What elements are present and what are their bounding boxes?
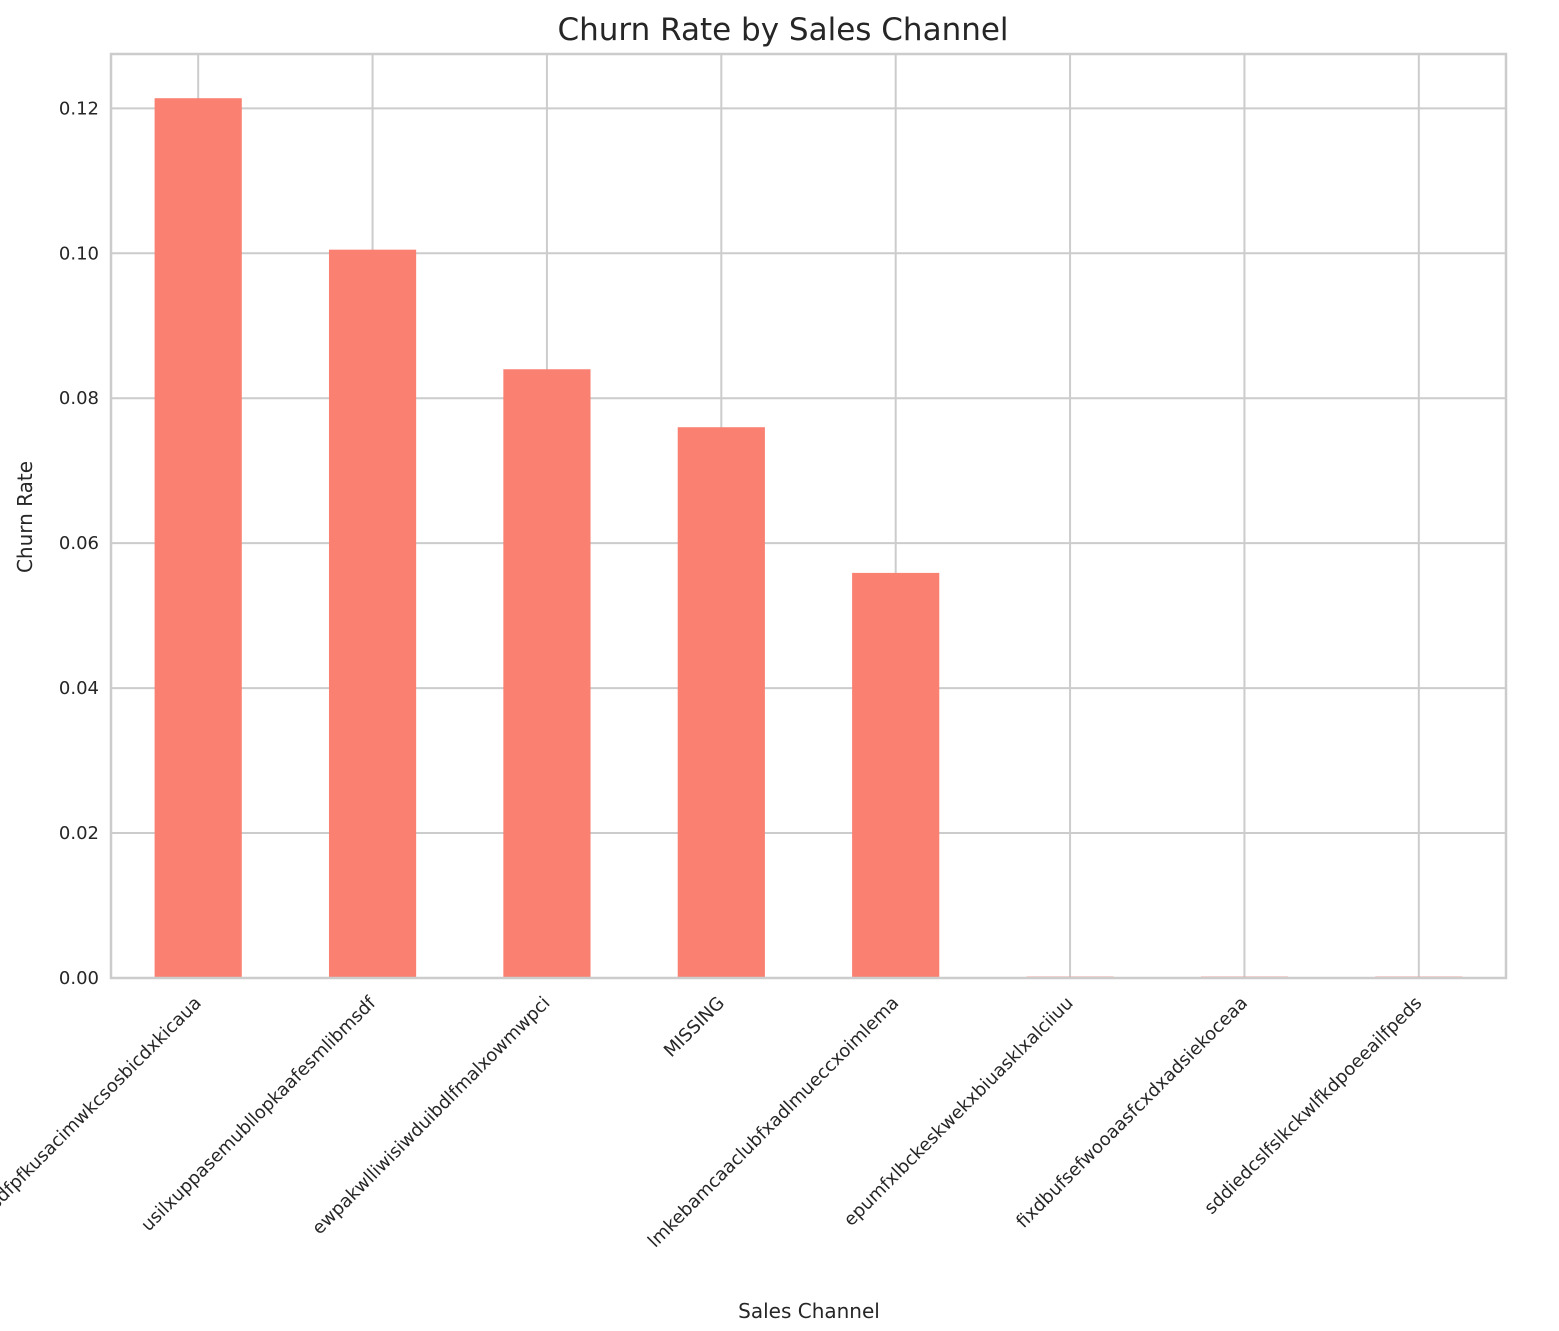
bar	[852, 572, 940, 978]
bar	[328, 249, 417, 978]
y-tick-label: 0.06	[59, 533, 99, 554]
y-axis-label: Churn Rate	[13, 461, 37, 573]
bar	[503, 369, 591, 978]
y-tick-label: 0.10	[59, 243, 99, 264]
grid-lines	[111, 54, 1506, 979]
bar	[677, 427, 765, 979]
x-tick-label: MISSING	[660, 993, 729, 1062]
x-axis-ticks: foosdfpfkusacimwkcsosbicdxkicauausilxupp…	[0, 992, 1426, 1252]
y-tick-label: 0.00	[59, 968, 99, 989]
y-tick-label: 0.08	[59, 388, 99, 409]
x-tick-label: sddiedcslfslkckwlfkdpoeeailfpeds	[1200, 993, 1426, 1219]
y-tick-label: 0.04	[59, 678, 99, 699]
x-axis-label: Sales Channel	[738, 1299, 880, 1323]
chart-title: Churn Rate by Sales Channel	[557, 12, 1008, 48]
bar	[154, 98, 242, 979]
plot-frame	[109, 52, 1508, 980]
y-tick-label: 0.12	[59, 98, 99, 119]
y-axis-ticks: 0.00 0.02 0.04 0.06 0.08 0.10 0.12	[59, 98, 99, 989]
y-tick-label: 0.02	[59, 823, 99, 844]
bars	[154, 98, 1463, 979]
